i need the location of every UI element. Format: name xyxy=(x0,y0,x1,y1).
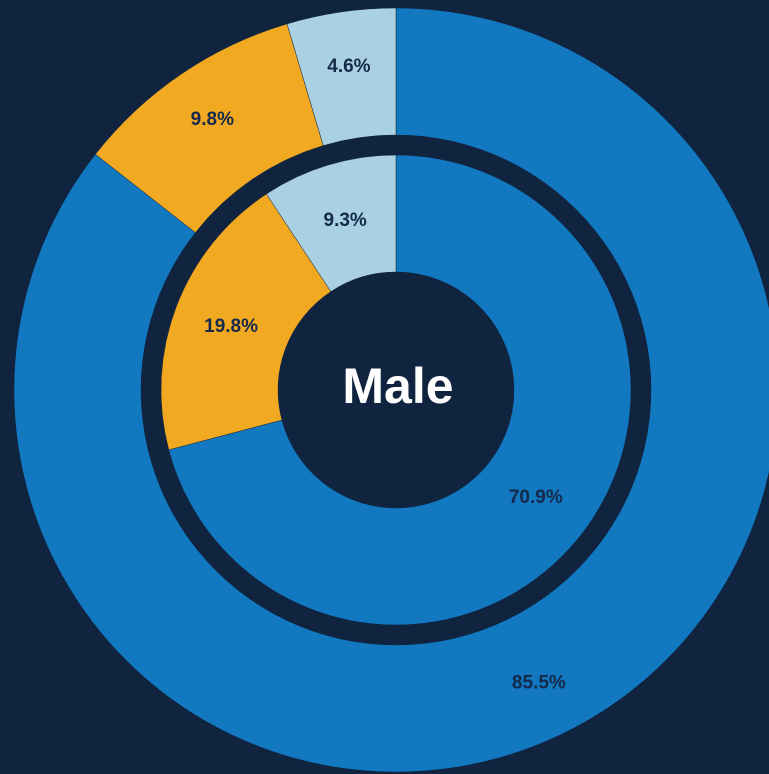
segment-label: 70.9% xyxy=(509,487,563,508)
donut-segment xyxy=(13,7,769,773)
segment-label: 9.3% xyxy=(324,210,367,231)
donut-segment xyxy=(286,7,397,146)
segment-label: 19.8% xyxy=(204,316,258,337)
donut-segment xyxy=(160,193,332,451)
rings xyxy=(13,7,769,773)
center-label: Male xyxy=(342,358,453,414)
segment-label: 9.8% xyxy=(191,109,234,130)
donut-segment xyxy=(266,154,397,292)
segment-label: 85.5% xyxy=(512,673,566,694)
donut-segment xyxy=(168,154,632,626)
segment-label: 4.6% xyxy=(327,56,370,77)
